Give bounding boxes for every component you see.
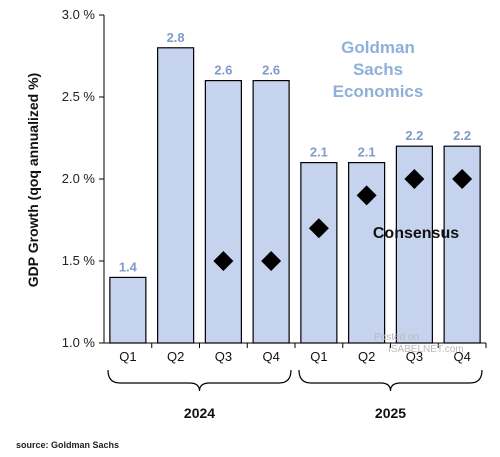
consensus-marker [213, 251, 234, 271]
consensus-annotation: Consensus [373, 225, 459, 242]
goldman-annotation-line-2: Sachs [353, 60, 403, 79]
x-tick-label: Q4 [453, 349, 470, 364]
consensus-marker [261, 251, 282, 271]
y-tick-label: 1.0 % [62, 335, 96, 350]
bar [300, 162, 338, 344]
consensus-marker [356, 185, 377, 206]
x-tick-label: Q4 [262, 349, 279, 364]
y-axis-label: GDP Growth (qoq annualized %) [25, 73, 41, 287]
plot-area: 1.0 % 1.5 % 2.0 % 2.5 % 3.0 % 1.4 Q1 2.8 Q2 2.6 Q3… [62, 7, 487, 421]
x-tick-label: Q2 [358, 349, 375, 364]
bar-data-label: 2.2 [453, 128, 471, 143]
y-tick-label: 2.0 % [62, 171, 96, 186]
year-brace [107, 369, 292, 392]
year-brace [298, 369, 483, 392]
y-tick-label: 2.5 % [62, 89, 96, 104]
x-tick-label: Q3 [406, 349, 423, 364]
bar [109, 276, 147, 344]
x-tick-label: Q3 [215, 349, 232, 364]
goldman-annotation-line-3: Economics [333, 82, 424, 101]
bar-data-label: 2.6 [262, 63, 280, 78]
bar-data-label: 2.1 [358, 145, 376, 160]
y-tick-label: 3.0 % [62, 7, 96, 22]
consensus-marker [452, 169, 473, 189]
consensus-marker [308, 218, 329, 239]
source-note: source: Goldman Sachs [16, 440, 120, 450]
watermark: Posted on ISABELNET.com [374, 332, 464, 355]
y-tick-label: 1.5 % [62, 253, 96, 268]
bar [157, 47, 195, 344]
x-tick-label: Q1 [310, 349, 327, 364]
bar-data-label: 2.1 [310, 145, 328, 160]
watermark-line-1: Posted on [374, 332, 419, 343]
year-label: 2024 [184, 405, 215, 421]
x-tick-label: Q1 [119, 349, 136, 364]
x-tick-label: Q2 [167, 349, 184, 364]
watermark-line-2: ISABELNET.com [388, 344, 464, 355]
goldman-annotation: Goldman Sachs Economics [333, 38, 424, 101]
bar-data-label: 2.2 [405, 128, 423, 143]
year-label: 2025 [375, 405, 406, 421]
goldman-annotation-line-1: Goldman [341, 38, 415, 57]
bar [204, 79, 242, 344]
consensus-marker [404, 169, 425, 189]
bar [252, 79, 290, 344]
bar-data-label: 2.6 [214, 63, 232, 78]
bar-data-label: 2.8 [167, 30, 185, 45]
bar-data-label: 1.4 [119, 259, 138, 274]
